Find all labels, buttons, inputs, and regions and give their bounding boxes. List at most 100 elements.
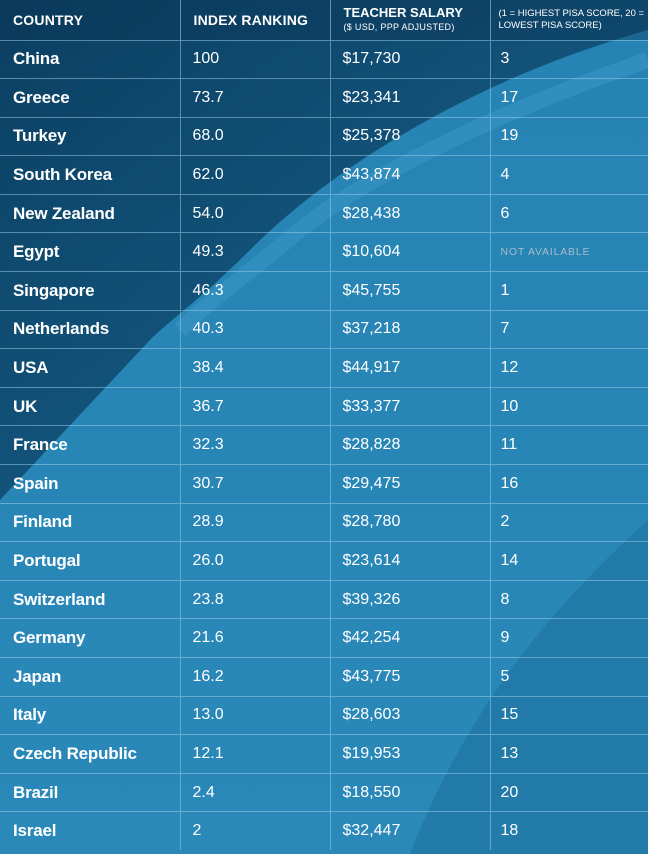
country-cell: Portugal <box>0 541 181 581</box>
index-ranking-cell: 62.0 <box>180 155 331 195</box>
index-ranking-cell: 49.3 <box>180 232 331 272</box>
pisa-rank-cell: 8 <box>490 579 648 619</box>
column-header-pisa: (1 = HIGHEST PISA SCORE, 20 = LOWEST PIS… <box>490 0 648 40</box>
table-row: Germany 21.6 $42,254 9 <box>0 618 648 658</box>
pisa-rank-cell: 16 <box>490 464 648 504</box>
table-row: Switzerland 23.8 $39,326 8 <box>0 579 648 619</box>
index-ranking-cell: 38.4 <box>180 348 331 388</box>
table-row: New Zealand 54.0 $28,438 6 <box>0 193 648 233</box>
column-header-salary-subtitle: ($ USD, PPP ADJUSTED) <box>343 21 455 32</box>
teacher-salary-cell: $43,775 <box>330 657 491 697</box>
country-cell: Italy <box>0 695 181 735</box>
index-ranking-cell: 26.0 <box>180 541 331 581</box>
index-ranking-cell: 40.3 <box>180 309 331 349</box>
index-ranking-cell: 28.9 <box>180 502 331 542</box>
teacher-salary-cell: $29,475 <box>330 464 491 504</box>
country-cell: Finland <box>0 502 181 542</box>
country-cell: Greece <box>0 78 181 118</box>
teacher-salary-cell: $32,447 <box>330 811 491 851</box>
teacher-salary-cell: $10,604 <box>330 232 491 272</box>
teacher-salary-cell: $23,614 <box>330 541 491 581</box>
country-cell: France <box>0 425 181 465</box>
index-ranking-cell: 2.4 <box>180 772 331 812</box>
table-row: Israel 2 $32,447 18 <box>0 811 648 851</box>
table-row: Spain 30.7 $29,475 16 <box>0 464 648 504</box>
table-row: UK 36.7 $33,377 10 <box>0 386 648 426</box>
table-row: China 100 $17,730 3 <box>0 39 648 79</box>
table-row: Brazil 2.4 $18,550 20 <box>0 772 648 812</box>
teacher-salary-cell: $42,254 <box>330 618 491 658</box>
country-cell: Egypt <box>0 232 181 272</box>
country-cell: Turkey <box>0 116 181 156</box>
pisa-rank-cell: 7 <box>490 309 648 349</box>
teacher-salary-cell: $45,755 <box>330 271 491 311</box>
country-cell: USA <box>0 348 181 388</box>
index-ranking-cell: 13.0 <box>180 695 331 735</box>
index-ranking-cell: 12.1 <box>180 734 331 774</box>
pisa-rank-cell: 14 <box>490 541 648 581</box>
teacher-salary-cell: $23,341 <box>330 78 491 118</box>
country-cell: Spain <box>0 464 181 504</box>
pisa-rank-cell: 11 <box>490 425 648 465</box>
pisa-rank-cell: 18 <box>490 811 648 851</box>
index-ranking-cell: 68.0 <box>180 116 331 156</box>
index-ranking-cell: 23.8 <box>180 579 331 619</box>
table-row: Greece 73.7 $23,341 17 <box>0 78 648 118</box>
pisa-rank-cell: 19 <box>490 116 648 156</box>
pisa-rank-cell: 13 <box>490 734 648 774</box>
table-row: South Korea 62.0 $43,874 4 <box>0 155 648 195</box>
teacher-salary-cell: $17,730 <box>330 39 491 79</box>
column-header-index-ranking: INDEX RANKING <box>180 0 331 40</box>
index-ranking-cell: 36.7 <box>180 386 331 426</box>
table-row: Singapore 46.3 $45,755 1 <box>0 271 648 311</box>
column-header-salary-title: TEACHER SALARY <box>343 4 463 20</box>
index-ranking-cell: 30.7 <box>180 464 331 504</box>
index-ranking-cell: 21.6 <box>180 618 331 658</box>
teacher-salary-cell: $39,326 <box>330 579 491 619</box>
country-cell: Japan <box>0 657 181 697</box>
column-header-teacher-salary: TEACHER SALARY ($ USD, PPP ADJUSTED) <box>330 0 491 40</box>
country-cell: Switzerland <box>0 579 181 619</box>
country-cell: China <box>0 39 181 79</box>
table-row: Egypt 49.3 $10,604 NOT AVAILABLE <box>0 232 648 272</box>
teacher-salary-cell: $28,780 <box>330 502 491 542</box>
table-row: France 32.3 $28,828 11 <box>0 425 648 465</box>
table-row: Netherlands 40.3 $37,218 7 <box>0 309 648 349</box>
country-cell: New Zealand <box>0 193 181 233</box>
teacher-salary-cell: $37,218 <box>330 309 491 349</box>
index-ranking-cell: 54.0 <box>180 193 331 233</box>
country-cell: Singapore <box>0 271 181 311</box>
teacher-salary-cell: $25,378 <box>330 116 491 156</box>
table-row: Portugal 26.0 $23,614 14 <box>0 541 648 581</box>
column-header-country: COUNTRY <box>0 0 181 40</box>
country-cell: Israel <box>0 811 181 851</box>
teacher-salary-cell: $43,874 <box>330 155 491 195</box>
pisa-rank-cell: 2 <box>490 502 648 542</box>
pisa-rank-cell: 9 <box>490 618 648 658</box>
table-row: Turkey 68.0 $25,378 19 <box>0 116 648 156</box>
header-row: COUNTRY INDEX RANKING TEACHER SALARY ($ … <box>0 0 648 40</box>
teacher-salary-cell: $44,917 <box>330 348 491 388</box>
index-ranking-cell: 32.3 <box>180 425 331 465</box>
pisa-rank-cell: NOT AVAILABLE <box>490 232 648 272</box>
pisa-rank-cell: 1 <box>490 271 648 311</box>
pisa-rank-cell: 15 <box>490 695 648 735</box>
pisa-rank-cell: 10 <box>490 386 648 426</box>
teacher-salary-cell: $18,550 <box>330 772 491 812</box>
country-cell: Brazil <box>0 772 181 812</box>
index-ranking-cell: 16.2 <box>180 657 331 697</box>
teacher-salary-cell: $33,377 <box>330 386 491 426</box>
pisa-rank-cell: 5 <box>490 657 648 697</box>
pisa-rank-cell: 12 <box>490 348 648 388</box>
index-ranking-cell: 2 <box>180 811 331 851</box>
pisa-rank-cell: 4 <box>490 155 648 195</box>
index-ranking-cell: 100 <box>180 39 331 79</box>
pisa-rank-cell: 20 <box>490 772 648 812</box>
pisa-rank-cell: 17 <box>490 78 648 118</box>
table-row: Japan 16.2 $43,775 5 <box>0 657 648 697</box>
teacher-salary-cell: $28,438 <box>330 193 491 233</box>
pisa-rank-cell: 3 <box>490 39 648 79</box>
index-ranking-cell: 73.7 <box>180 78 331 118</box>
table-row: USA 38.4 $44,917 12 <box>0 348 648 388</box>
